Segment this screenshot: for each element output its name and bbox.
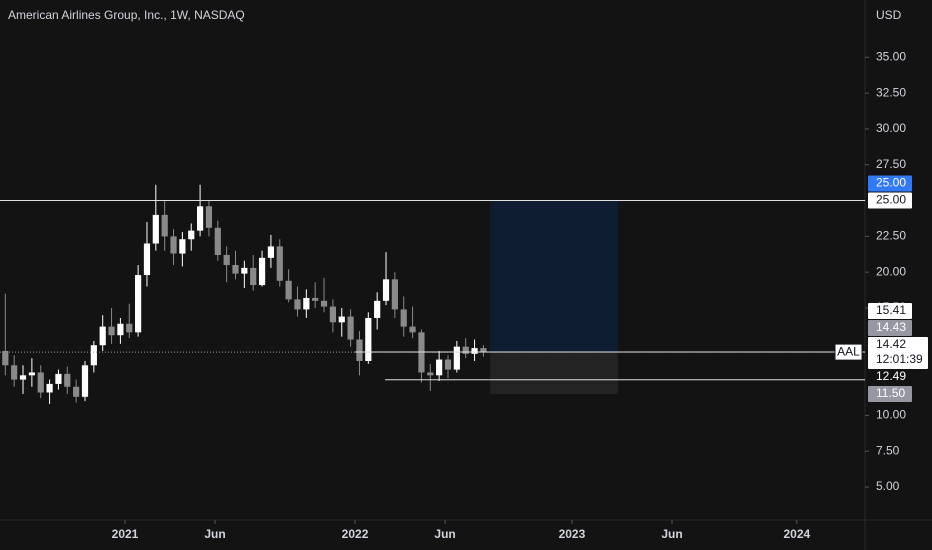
candle-body — [2, 350, 9, 366]
candle-body — [135, 275, 142, 333]
candle-body — [205, 206, 213, 228]
candles — [2, 184, 487, 404]
countdown-label: 12:01:39 — [876, 352, 923, 366]
candle-body — [480, 348, 487, 353]
x-tick-label: 2023 — [559, 527, 586, 541]
candle-body — [81, 365, 89, 397]
candle-body — [374, 300, 381, 319]
axis-price-label: 12.49 — [876, 369, 906, 383]
candle-body — [55, 373, 62, 384]
chart-title: American Airlines Group, Inc., 1W, NASDA… — [8, 8, 245, 22]
candle-body — [471, 348, 478, 354]
x-tick-label: Jun — [661, 527, 682, 541]
candle-body — [356, 339, 363, 361]
candle-body — [400, 309, 407, 327]
drawn-lines — [0, 200, 865, 381]
candle-body — [436, 359, 443, 376]
candle-body — [347, 316, 354, 340]
y-tick-label: 22.50 — [876, 229, 906, 243]
candle-body — [267, 246, 275, 258]
x-tick-label: Jun — [204, 527, 225, 541]
candle-body — [46, 383, 53, 393]
loss-zone — [490, 352, 618, 394]
candle-body — [223, 254, 230, 266]
candle-body — [232, 265, 239, 274]
candle-body — [196, 206, 204, 231]
candle-body — [365, 318, 372, 361]
x-tick-label: 2024 — [783, 527, 810, 541]
candle-body — [303, 297, 310, 310]
y-tick-label: 35.00 — [876, 49, 906, 63]
candle-body — [99, 326, 106, 346]
candle-body — [11, 365, 18, 380]
candle-body — [117, 323, 124, 336]
candle-body — [241, 267, 248, 274]
axis-price-label: 25.00 — [876, 193, 906, 207]
symbol-label: AAL — [837, 344, 860, 358]
candle-body — [143, 243, 151, 276]
axis-price-box — [868, 385, 912, 402]
candle-body — [28, 372, 35, 376]
axis-price-label: 25.00 — [876, 176, 906, 190]
candle-body — [19, 375, 27, 380]
axis-price-box — [868, 175, 912, 192]
axis-price-box — [868, 368, 912, 385]
candle-body — [250, 267, 257, 286]
candle-body — [276, 246, 283, 281]
candle-body — [161, 214, 168, 237]
axis-price-label: 14.43 — [876, 320, 906, 334]
candle-body — [90, 345, 97, 366]
candle-body — [294, 299, 301, 310]
y-tick-label: 20.00 — [876, 264, 906, 278]
y-tick-label: 10.00 — [876, 408, 906, 422]
axis-price-label: 15.41 — [876, 303, 906, 317]
y-tick-label: 7.50 — [876, 443, 900, 457]
candle-body — [427, 372, 434, 376]
candle-body — [152, 214, 159, 244]
axis-price-box — [868, 302, 912, 319]
candle-body — [320, 300, 328, 307]
y-tick-label: 5.00 — [876, 479, 900, 493]
candle-body — [179, 239, 186, 254]
y-tick-label: 32.50 — [876, 85, 906, 99]
axes: 5.007.5010.0017.5020.0022.5027.5030.0032… — [112, 49, 928, 541]
candle-body — [37, 372, 44, 393]
candle-body — [453, 346, 460, 370]
profit-zone — [490, 200, 618, 353]
y-tick-label: 30.00 — [876, 121, 906, 135]
symbol-box — [834, 343, 863, 361]
candle-body — [170, 236, 177, 254]
current-price-box — [868, 336, 928, 369]
candle-body — [409, 326, 416, 333]
candle-body — [285, 280, 292, 300]
candle-body — [64, 373, 71, 387]
y-tick-label: 27.50 — [876, 157, 906, 171]
candle-body — [382, 279, 390, 301]
candle-body — [73, 386, 80, 397]
candle-body — [391, 279, 398, 310]
candle-body — [126, 323, 133, 333]
candle-body — [329, 306, 336, 323]
x-tick-label: 2021 — [112, 527, 139, 541]
candle-body — [338, 316, 345, 323]
x-tick-label: Jun — [434, 527, 455, 541]
candle-body — [462, 346, 469, 354]
candle-body — [108, 326, 115, 336]
candle-body — [258, 257, 266, 286]
x-tick-label: 2022 — [342, 527, 369, 541]
currency-label: USD — [876, 8, 902, 22]
candle-body — [188, 230, 195, 240]
candle-body — [444, 359, 452, 370]
candle-body — [214, 227, 221, 255]
axis-price-box — [868, 319, 912, 336]
axis-price-box — [868, 192, 912, 209]
position-tool — [490, 200, 618, 394]
candle-body — [312, 297, 319, 301]
current-price-label: 14.42 — [876, 337, 906, 351]
axis-price-label: 11.50 — [876, 386, 905, 400]
